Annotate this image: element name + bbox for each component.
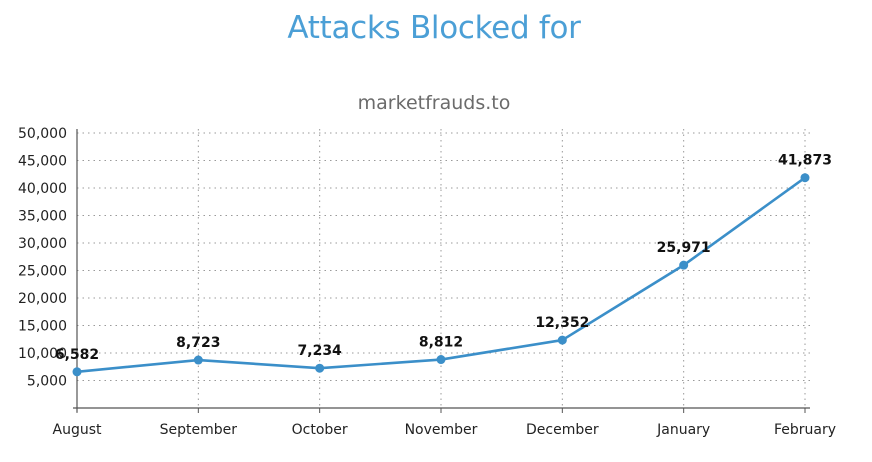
chart-subtitle: marketfrauds.to [357,92,511,114]
y-tick-label: 30,000 [18,236,67,252]
x-tick-label: February [774,422,836,438]
y-tick-label: 20,000 [18,291,67,307]
label-layer: 6,582 8,723 7,234 8,812 12,352 25,971 41,873 [55,153,832,363]
data-point[interactable] [193,355,203,365]
x-tick-label: January [656,422,710,438]
x-tick-label: December [526,422,599,438]
y-tick-label: 50,000 [18,126,67,142]
axis-layer: 5,000 10,000 15,000 20,000 25,000 30,000 35,00… [18,126,836,438]
x-tick-label: September [160,422,238,438]
data-point[interactable] [315,363,325,373]
data-label: 25,971 [657,240,711,256]
data-point[interactable] [557,335,567,345]
y-tick-label: 5,000 [27,374,67,390]
x-tick-label: November [405,422,478,438]
data-label: 6,582 [55,347,99,363]
y-tick-label: 15,000 [18,319,67,335]
data-label: 8,812 [419,335,463,351]
y-tick-label: 25,000 [18,264,67,280]
y-tick-label: 35,000 [18,209,67,225]
data-label: 7,234 [298,343,343,359]
y-tick-label: 45,000 [18,154,67,170]
grid-layer [77,129,810,408]
data-point[interactable] [679,260,689,270]
data-point[interactable] [436,355,446,365]
x-tick-label: August [53,422,103,438]
chart-title: Attacks Blocked for [287,10,581,46]
data-label: 12,352 [535,315,589,331]
y-tick-label: 10,000 [18,346,67,362]
data-point[interactable] [800,173,810,183]
data-label: 8,723 [176,335,220,351]
series-layer [72,173,810,377]
x-tick-label: October [292,422,348,438]
y-tick-label: 40,000 [18,181,67,197]
data-point[interactable] [72,367,82,377]
data-label: 41,873 [778,153,832,169]
